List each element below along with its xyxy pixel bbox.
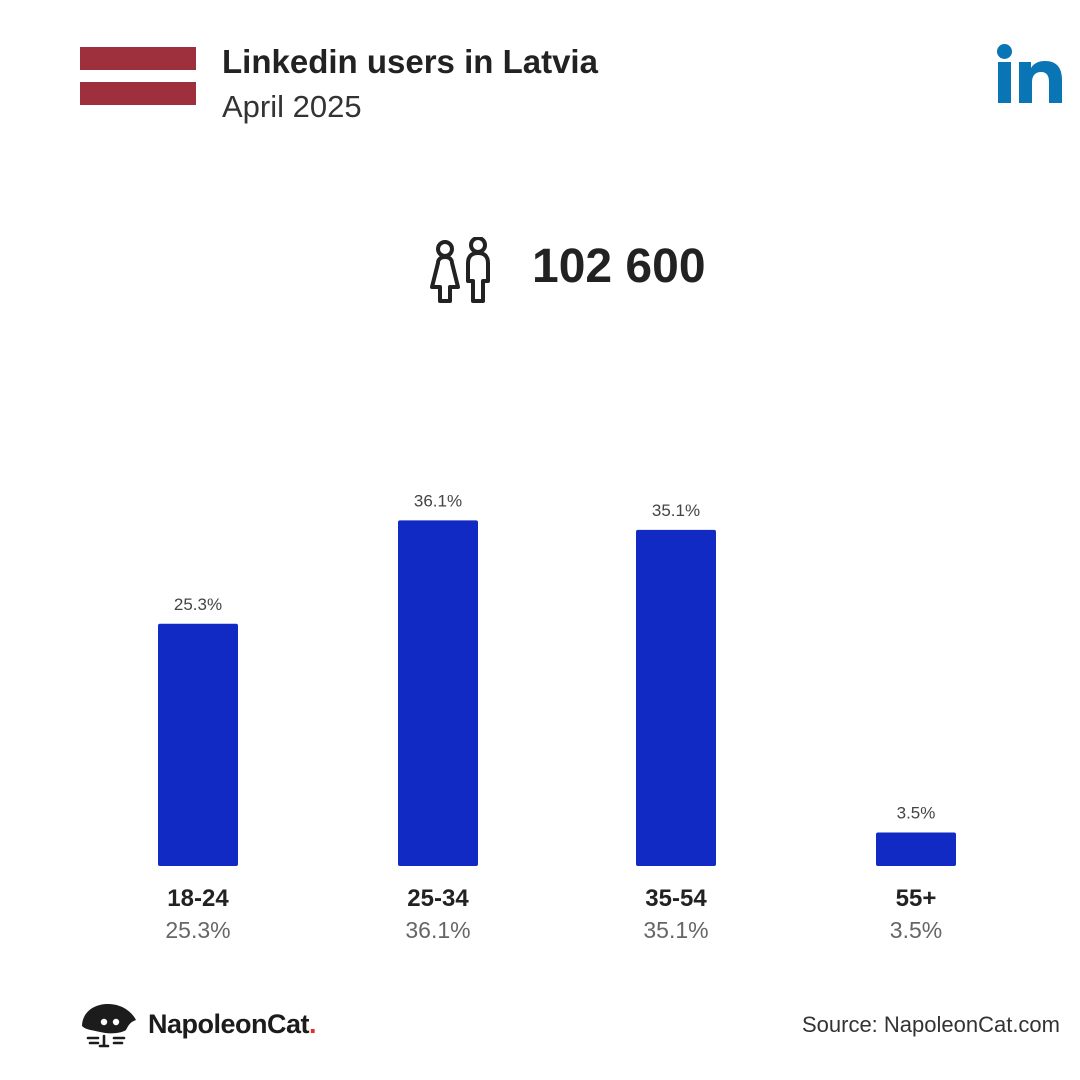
flag-middle-stripe bbox=[80, 70, 196, 82]
source-text: Source: NapoleonCat.com bbox=[801, 1012, 1060, 1037]
bar-55+ bbox=[876, 832, 956, 866]
bar-value-label: 35.1% bbox=[652, 501, 700, 520]
flag-top-stripe bbox=[80, 47, 196, 70]
category-label: 25-34 bbox=[407, 885, 469, 912]
linkedin-i-dot bbox=[997, 44, 1012, 59]
bar-value-label: 25.3% bbox=[174, 595, 222, 614]
linkedin-n-shape bbox=[1019, 61, 1062, 103]
flag-bottom-stripe bbox=[80, 82, 196, 105]
brand-name: NapoleonCat bbox=[148, 1009, 310, 1039]
bar-value-label: 3.5% bbox=[897, 803, 936, 822]
category-label: 18-24 bbox=[167, 885, 229, 912]
category-label: 55+ bbox=[896, 885, 937, 912]
bar-25-34 bbox=[398, 520, 478, 866]
page-subtitle-date: April 2025 bbox=[222, 89, 362, 124]
bar-value-label: 36.1% bbox=[414, 491, 462, 510]
latvia-flag-icon bbox=[80, 47, 196, 105]
category-percent-label: 25.3% bbox=[165, 917, 230, 943]
total-users-value: 102 600 bbox=[532, 240, 706, 293]
napoleoncat-brand: NapoleonCat. bbox=[148, 1009, 317, 1040]
page-title: Linkedin users in Latvia bbox=[222, 43, 598, 80]
bar-18-24 bbox=[158, 623, 238, 866]
bar-35-54 bbox=[636, 529, 716, 866]
linkedin-icon bbox=[997, 44, 1062, 103]
brand-dot: . bbox=[309, 1009, 317, 1039]
napoleoncat-logo-icon bbox=[82, 1004, 136, 1048]
category-percent-label: 3.5% bbox=[890, 917, 942, 943]
category-percent-label: 36.1% bbox=[405, 917, 470, 943]
age-distribution-bar-chart: 25.3% 18-24 25.3% 36.1% 25-34 36.1% 35.1% 35-54… bbox=[158, 491, 956, 943]
category-label: 35-54 bbox=[645, 885, 707, 912]
people-icon bbox=[430, 237, 490, 303]
linkedin-i-stem bbox=[998, 62, 1011, 103]
category-percent-label: 35.1% bbox=[643, 917, 708, 943]
